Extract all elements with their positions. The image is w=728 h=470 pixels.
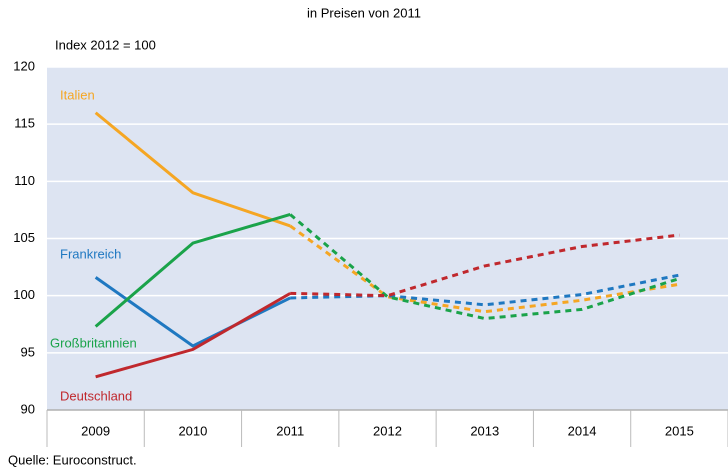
line (94, 213, 291, 328)
x-tick-label: 2013 (470, 423, 499, 438)
line (94, 111, 291, 228)
x-tick-label: 2009 (81, 423, 110, 438)
chart-title: in Preisen von 2011 (307, 5, 421, 20)
series-label: Großbritannien (50, 335, 137, 350)
series-label: Deutschland (60, 388, 132, 403)
y-axis-label: Index 2012 = 100 (55, 37, 156, 52)
x-tick-label: 2015 (665, 423, 694, 438)
source-note: Quelle: Euroconstruct. (8, 452, 137, 467)
y-tick-label: 100 (13, 287, 35, 302)
y-tick-label: 120 (13, 58, 35, 73)
forecast-line (289, 224, 680, 314)
x-tick-label: 2010 (178, 423, 207, 438)
x-tick-label: 2011 (276, 423, 304, 438)
y-tick-label: 90 (21, 401, 35, 416)
y-tick-label: 95 (21, 344, 35, 359)
forecast-line (290, 233, 680, 298)
y-tick-label: 110 (14, 173, 35, 188)
line (95, 292, 291, 379)
x-tick-label: 2012 (373, 423, 402, 438)
x-tick-label: 2014 (568, 423, 597, 438)
series-label: Italien (60, 87, 95, 102)
y-tick-label: 105 (13, 230, 35, 245)
series-label: Frankreich (60, 246, 121, 261)
y-tick-label: 115 (14, 116, 35, 131)
